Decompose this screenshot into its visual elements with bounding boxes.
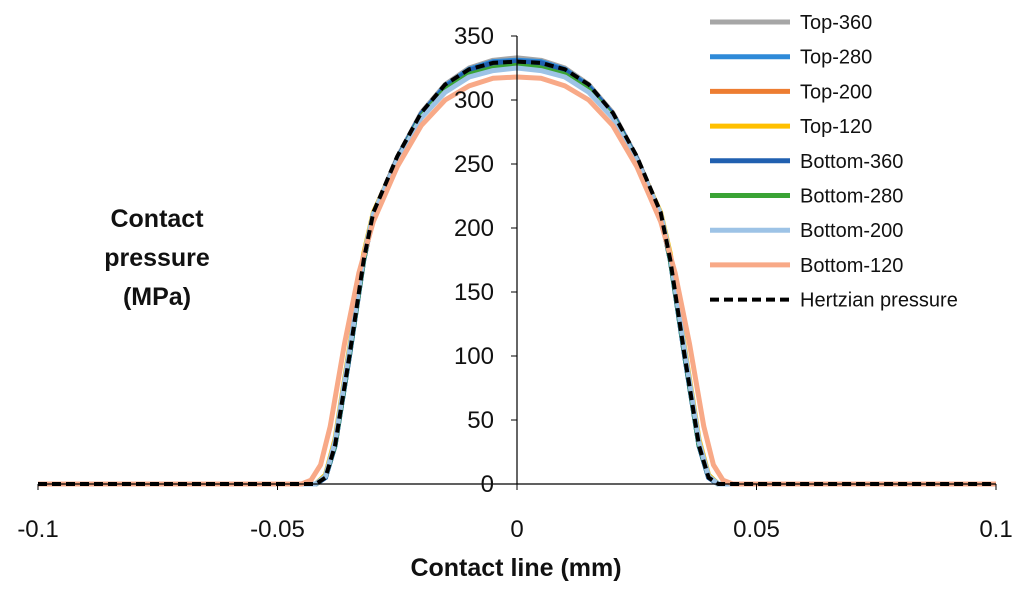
y-tick-label: 50 — [467, 407, 494, 434]
series-line-hertzian-pressure — [38, 59, 996, 486]
tick-labels: -0.1 -0.05 0 0.05 0.1 0 50 100 150 200 250 300 350 — [17, 23, 1012, 543]
legend-label: Top-360 — [800, 12, 872, 34]
y-tick-label: 250 — [454, 151, 494, 178]
legend-label: Top-120 — [800, 116, 872, 138]
x-tick-label: 0.1 — [979, 516, 1012, 543]
legend-label: Top-280 — [800, 47, 872, 69]
legend-label: Bottom-120 — [800, 255, 903, 277]
y-tick-label: 350 — [454, 23, 494, 50]
x-tick-label: 0.05 — [733, 516, 780, 543]
x-tick-label: -0.1 — [17, 516, 58, 543]
x-tick-label: -0.05 — [250, 516, 305, 543]
legend-label: Top-200 — [800, 81, 872, 103]
y-axis-label-line-3: (MPa) — [123, 283, 191, 311]
x-tick-label: 0 — [510, 516, 523, 543]
y-tick-label: 0 — [481, 471, 494, 498]
y-axis-label-line-1: Contact — [110, 205, 204, 233]
y-tick-label: 200 — [454, 215, 494, 242]
legend-label: Bottom-200 — [800, 220, 903, 242]
y-tick-label: 150 — [454, 279, 494, 306]
legend-label: Bottom-280 — [800, 186, 903, 208]
y-axis-label-line-2: pressure — [104, 244, 210, 272]
y-tick-label: 300 — [454, 87, 494, 114]
legend: Top-360 Top-280 Top-200 Top-120 Bottom-360 Bo… — [710, 12, 958, 312]
x-axis-label: Contact line (mm) — [410, 554, 621, 582]
y-axis-label: Contact pressure (MPa) — [104, 205, 210, 311]
y-tick-label: 100 — [454, 343, 494, 370]
legend-label: Bottom-360 — [800, 151, 903, 173]
legend-label: Hertzian pressure — [800, 290, 958, 312]
